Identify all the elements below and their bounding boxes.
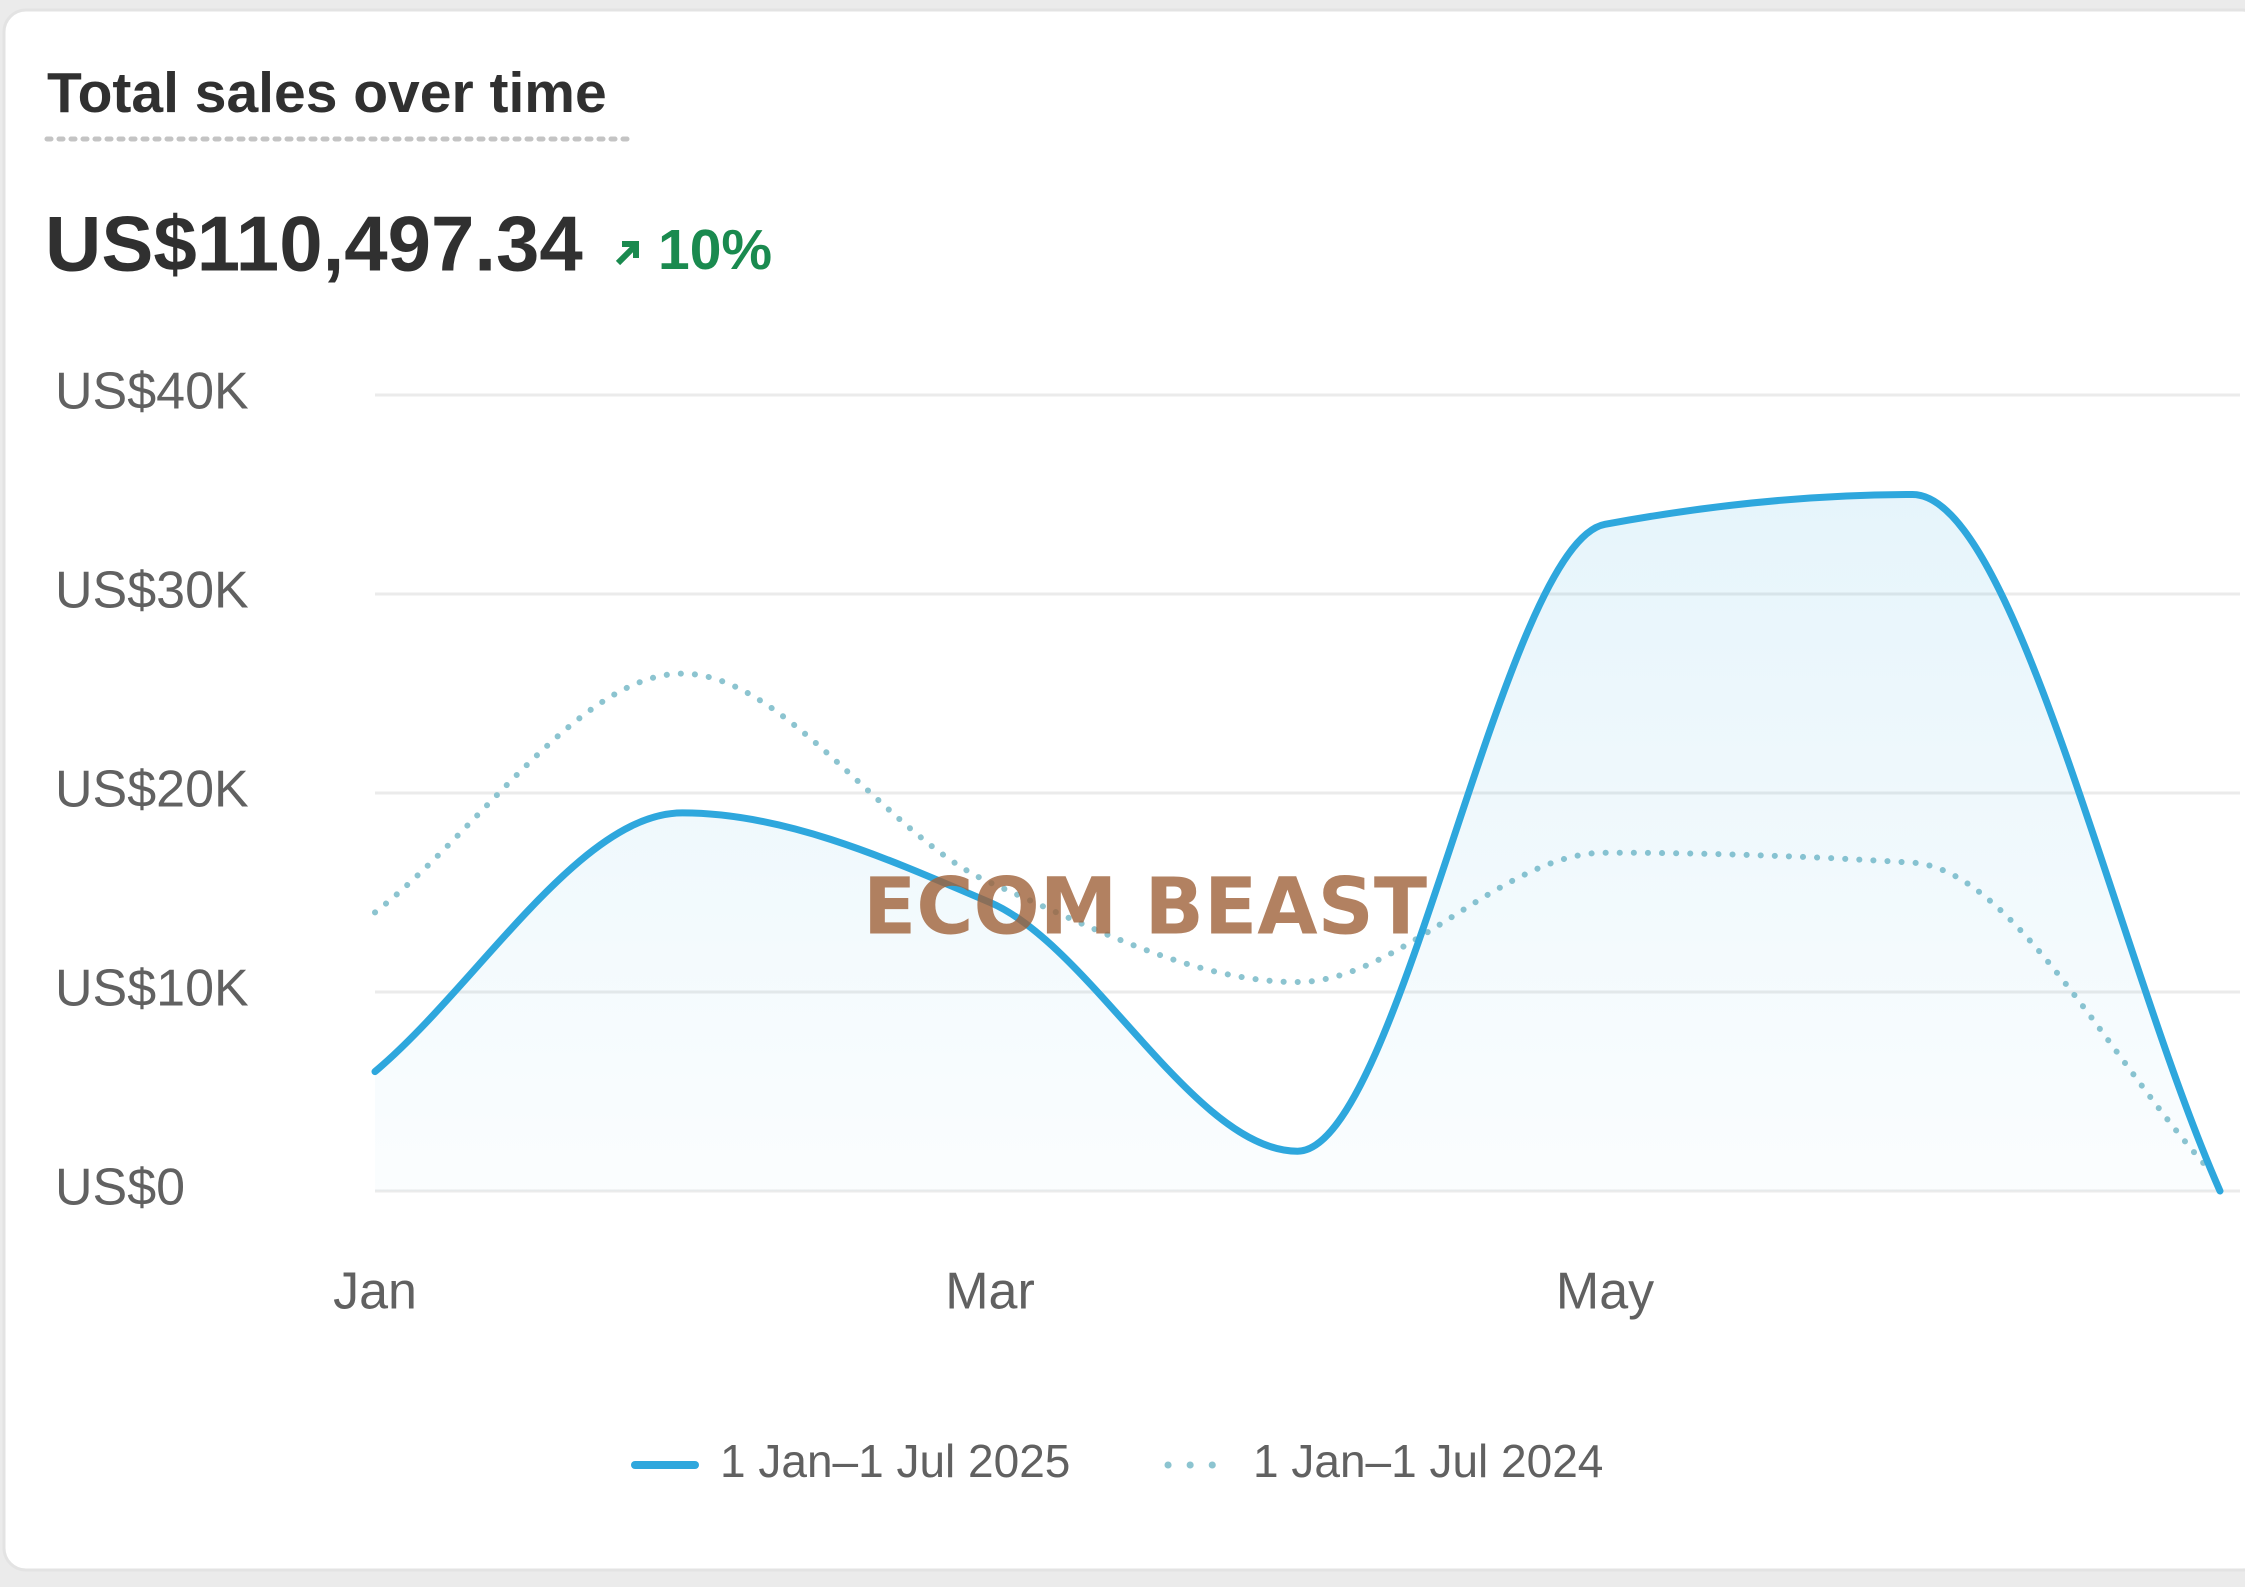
series-line [372, 670, 2223, 1185]
y-tick-label: US$30K [55, 562, 249, 620]
watermark: ECOM BEAST [863, 862, 1427, 952]
series-line [371, 490, 2224, 1195]
chart-title: Total sales over time [47, 61, 607, 125]
x-tick-label: May [1556, 1263, 1654, 1321]
trend-arrow [615, 241, 639, 266]
total-value: US$110,497.34 [45, 200, 583, 288]
y-tick-label: US$40K [55, 363, 249, 421]
y-tick-label: US$0 [55, 1159, 185, 1217]
plot: US$0 US$10K US$20K US$30K US$40K Jan Mar May ECO… [55, 363, 2240, 1487]
legend-label: 1 Jan–1 Jul 2024 [1253, 1435, 1603, 1487]
change-value: 10% [658, 218, 772, 282]
x-tick-label: Jan [333, 1263, 417, 1321]
x-tick-label: Mar [945, 1263, 1035, 1321]
area [375, 494, 2220, 1191]
y-tick-label: US$20K [55, 761, 249, 819]
y-tick-label: US$10K [55, 960, 249, 1018]
legend-label: 1 Jan–1 Jul 2025 [720, 1435, 1070, 1487]
